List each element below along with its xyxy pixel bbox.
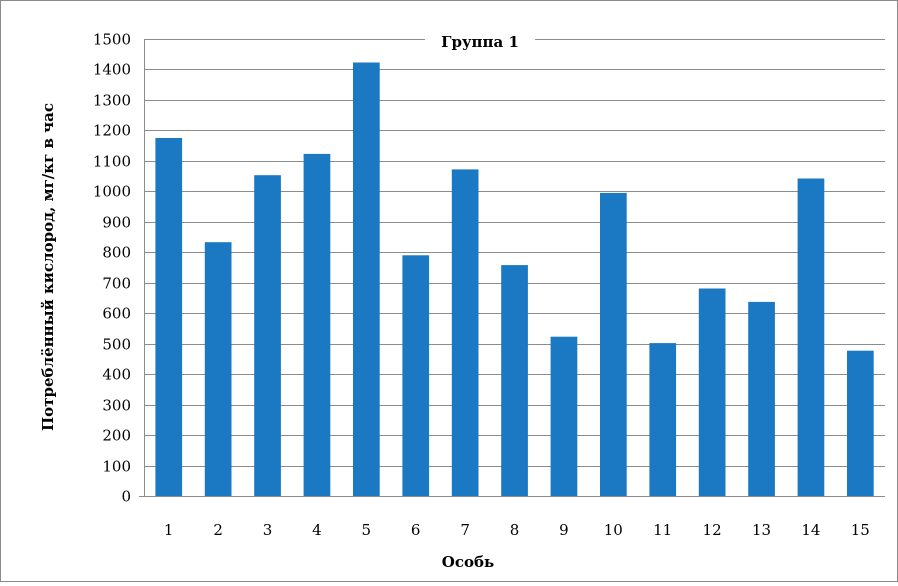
x-tick-label: 15 xyxy=(851,521,870,539)
axes xyxy=(139,39,885,497)
bar-11 xyxy=(649,343,677,496)
x-tick-label: 10 xyxy=(604,521,623,539)
bar-15 xyxy=(847,350,874,496)
y-tick-label: 1200 xyxy=(93,122,131,140)
y-axis-title: Потреблённый кислород, мг/кг в час xyxy=(39,103,57,431)
bar-4 xyxy=(303,153,331,496)
x-axis-title: Особь xyxy=(442,553,494,571)
y-tick-label: 1300 xyxy=(93,92,131,110)
x-tick-label: 1 xyxy=(164,521,174,539)
y-tick-label: 1000 xyxy=(93,183,131,201)
bars xyxy=(155,62,874,496)
x-tick-label: 5 xyxy=(362,521,372,539)
y-tick-label: 600 xyxy=(102,305,131,323)
bar-3 xyxy=(254,175,281,496)
bar-10 xyxy=(600,192,627,496)
y-tick-label: 700 xyxy=(102,275,131,293)
y-tick-label: 400 xyxy=(102,366,131,384)
x-tick-label: 9 xyxy=(559,521,569,539)
bar-14 xyxy=(797,178,825,496)
chart-title-background xyxy=(425,31,535,53)
bar-8 xyxy=(501,265,528,496)
y-tick-label: 1100 xyxy=(93,153,131,171)
y-tick-label: 0 xyxy=(121,488,131,506)
bar-6 xyxy=(402,255,430,496)
bar-13 xyxy=(748,301,775,496)
chart-title: Группа 1 xyxy=(441,33,519,51)
y-tick-label: 1400 xyxy=(93,61,131,79)
x-tick-label: 11 xyxy=(653,521,672,539)
y-tick-label: 200 xyxy=(102,427,131,445)
y-tick-label: 100 xyxy=(102,458,131,476)
bar-5 xyxy=(353,62,380,496)
x-tick-label: 6 xyxy=(411,521,421,539)
y-tick-label: 1500 xyxy=(93,31,131,49)
y-tick-label: 900 xyxy=(102,214,131,232)
bar-9 xyxy=(550,336,578,496)
y-tick-label: 300 xyxy=(102,397,131,415)
bar-1 xyxy=(155,138,183,496)
x-tick-label: 2 xyxy=(213,521,223,539)
bar-2 xyxy=(204,242,232,496)
x-tick-label: 4 xyxy=(312,521,322,539)
bar-12 xyxy=(698,288,726,496)
bar-7 xyxy=(451,169,479,496)
x-tick-label: 12 xyxy=(703,521,722,539)
x-tick-label: 3 xyxy=(263,521,273,539)
y-tick-label: 500 xyxy=(102,336,131,354)
x-tick-labels: 1 2 3 4 5 6 7 8 9 10 11 12 13 14 15 xyxy=(164,521,870,539)
x-tick-label: 8 xyxy=(510,521,520,539)
y-tick-label: 800 xyxy=(102,244,131,262)
x-tick-label: 7 xyxy=(460,521,470,539)
x-tick-label: 13 xyxy=(752,521,771,539)
x-tick-label: 14 xyxy=(801,521,820,539)
y-tick-labels: 0 100 200 300 400 500 600 700 800 900 1000 1100 1200… xyxy=(93,31,131,506)
